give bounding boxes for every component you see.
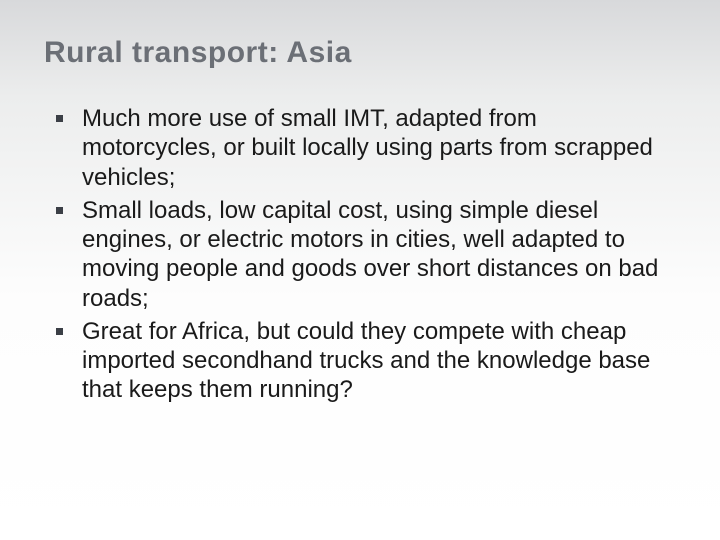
bullet-text: Small loads, low capital cost, using sim…	[82, 197, 658, 312]
bullet-marker-icon	[56, 207, 63, 214]
bullet-item: Much more use of small IMT, adapted from…	[82, 104, 676, 192]
bullet-item: Small loads, low capital cost, using sim…	[82, 196, 676, 313]
slide-title: Rural transport: Asia	[44, 36, 676, 70]
bullet-item: Great for Africa, but could they compete…	[82, 317, 676, 405]
bullet-text: Great for Africa, but could they compete…	[82, 318, 650, 404]
bullet-marker-icon	[56, 115, 63, 122]
bullet-marker-icon	[56, 328, 63, 335]
bullet-list: Much more use of small IMT, adapted from…	[44, 104, 676, 405]
bullet-text: Much more use of small IMT, adapted from…	[82, 105, 653, 191]
